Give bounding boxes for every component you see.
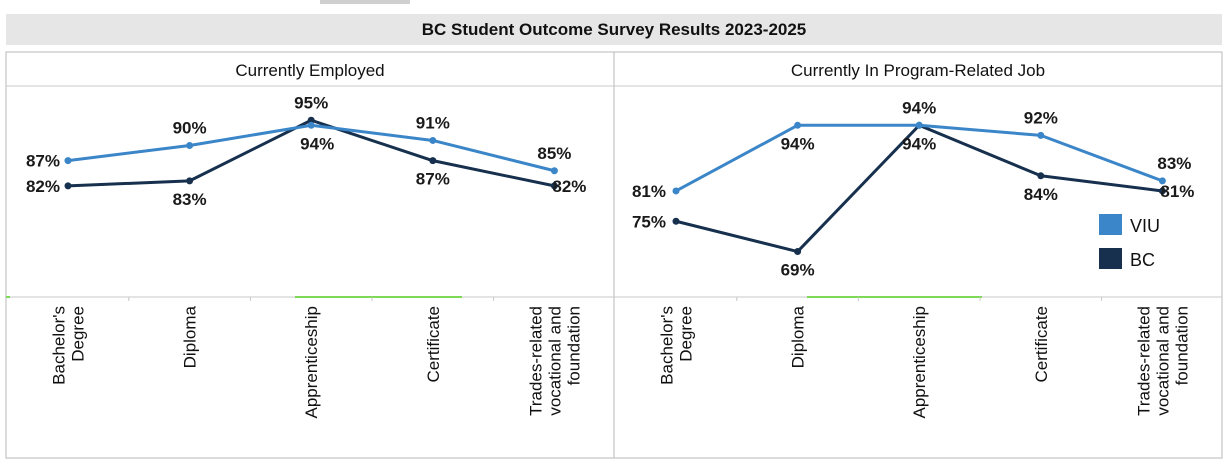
legend-label-bc: BC [1130,250,1155,270]
data-point-bc [794,248,802,256]
category-tick-label: Certificate [1032,306,1051,383]
data-point-bc [1158,187,1166,195]
category-tick-label: foundation [1172,306,1191,385]
panel-title: Currently Employed [235,61,384,80]
category-tick-label: Diploma [789,305,808,368]
data-point-bc [672,217,680,225]
data-point-bc [186,177,194,185]
category-tick-label: Apprenticeship [302,306,321,418]
data-label-viu: 92% [1024,108,1058,127]
category-tick-label: Bachelor's [658,306,677,385]
data-point-viu [915,121,923,129]
data-point-bc [429,157,437,165]
data-label-viu: 94% [300,134,334,153]
data-point-viu [794,121,802,129]
data-label-bc: 75% [632,212,666,231]
data-label-viu: 91% [416,113,450,132]
data-label-bc: 95% [294,93,328,112]
data-label-bc: 83% [173,190,207,209]
data-label-bc: 82% [26,177,60,196]
legend-swatch-viu [1099,214,1122,235]
legend-label-viu: VIU [1130,216,1160,236]
data-point-bc [307,116,315,124]
category-tick-label: Diploma [181,305,200,368]
category-tick-label: Apprenticeship [910,306,929,418]
data-label-bc: 81% [1160,182,1194,201]
data-point-bc [550,182,558,190]
data-label-bc: 87% [416,170,450,189]
data-point-viu [307,121,315,129]
data-label-viu: 81% [632,182,666,201]
data-point-viu [429,136,437,144]
chart-title-bar: BC Student Outcome Survey Results 2023-2… [6,14,1222,45]
category-tick-label: Degree [677,306,696,362]
category-tick-label: Degree [69,306,88,362]
top-strip-decoration [320,0,410,4]
category-tick-label: foundation [564,306,583,385]
category-tick-label: Trades-related [526,306,545,416]
data-label-bc: 69% [781,261,815,280]
data-label-viu: 83% [1157,154,1191,173]
data-label-viu: 87% [26,152,60,171]
data-label-bc: 82% [552,177,586,196]
data-point-viu [550,167,558,175]
category-tick-label: Certificate [424,306,443,383]
data-label-viu: 85% [537,144,571,163]
legend-swatch-bc [1099,248,1122,269]
data-point-viu [64,157,72,165]
category-tick-label: vocational and [545,306,564,416]
category-tick-label: vocational and [1153,306,1172,416]
category-tick-label: Trades-related [1134,306,1153,416]
data-label-viu: 94% [902,98,936,117]
data-label-viu: 90% [173,119,207,138]
data-label-viu: 94% [781,134,815,153]
chart-title: BC Student Outcome Survey Results 2023-2… [421,19,807,39]
data-label-bc: 84% [1024,185,1058,204]
category-tick-label: Bachelor's [50,306,69,385]
data-label-bc: 94% [902,134,936,153]
data-point-viu [1037,131,1045,139]
data-point-bc [1037,172,1045,180]
panel-title: Currently In Program-Related Job [791,61,1045,80]
data-point-viu [1158,177,1166,185]
data-point-viu [672,187,680,195]
data-point-viu [186,142,194,149]
data-point-bc [64,182,72,190]
